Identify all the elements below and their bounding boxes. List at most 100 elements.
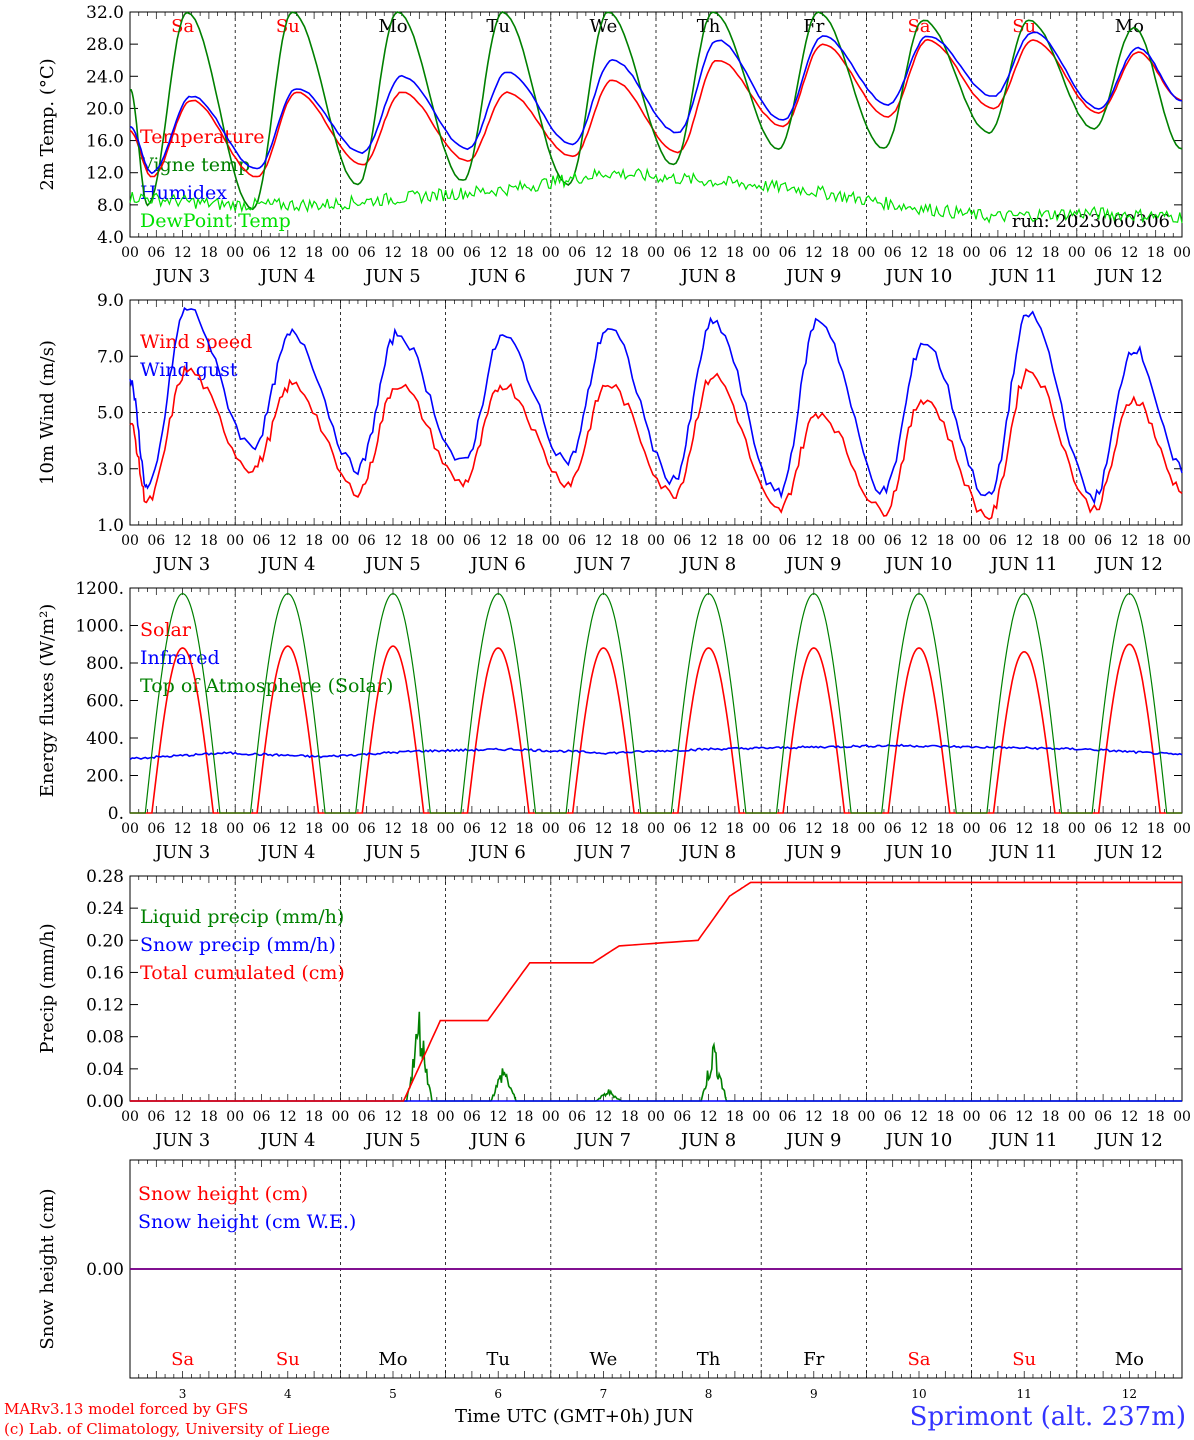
model-credit: MARv3.13 model forced by GFS: [4, 1400, 249, 1418]
hour-tick-label: 18: [831, 1109, 849, 1125]
y-tick-label: 800.: [86, 654, 124, 674]
day-number-label: 9: [810, 1387, 818, 1401]
y-tick-label: 0.28: [86, 867, 124, 887]
hour-tick-label: 12: [279, 533, 297, 549]
hour-tick-label: 12: [594, 1109, 612, 1125]
hour-tick-label: 12: [384, 821, 402, 837]
date-tick-label: JUN 5: [363, 1130, 420, 1151]
hour-tick-label: 18: [1042, 245, 1060, 261]
hour-tick-label: 00: [121, 821, 139, 837]
hour-tick-label: 00: [752, 821, 770, 837]
hour-tick-label: 18: [726, 245, 744, 261]
y-tick-label: 32.0: [86, 3, 124, 23]
legend-vigne-temp: Vigne temp: [139, 154, 250, 176]
hour-tick-label: 18: [1042, 821, 1060, 837]
hour-tick-label: 00: [1068, 533, 1086, 549]
hour-tick-label: 06: [673, 533, 691, 549]
day-name-label: Su: [276, 1349, 300, 1370]
date-tick-label: JUN 12: [1094, 554, 1163, 575]
hour-tick-label: 18: [726, 1109, 744, 1125]
hour-tick-label: 06: [884, 245, 902, 261]
day-number-label: 4: [284, 1387, 292, 1401]
hour-tick-label: 12: [1120, 821, 1138, 837]
y-tick-label: 0.20: [86, 931, 124, 951]
hour-tick-label: 06: [673, 1109, 691, 1125]
y-tick-label: 1200.: [75, 579, 124, 599]
date-tick-label: JUN 5: [363, 554, 420, 575]
hour-tick-label: 18: [726, 821, 744, 837]
hour-tick-label: 12: [805, 533, 823, 549]
hour-tick-label: 18: [305, 245, 323, 261]
hour-tick-label: 12: [1015, 245, 1033, 261]
date-tick-label: JUN 6: [469, 1130, 526, 1151]
hour-tick-label: 12: [700, 821, 718, 837]
legend-wind-speed: Wind speed: [140, 331, 252, 353]
hour-tick-label: 00: [1173, 1109, 1191, 1125]
series-line-dewpoint-temp: [129, 167, 1183, 224]
hour-tick-label: 18: [621, 245, 639, 261]
legend-solar: Solar: [140, 619, 192, 641]
hour-tick-label: 06: [568, 245, 586, 261]
hour-tick-label: 18: [516, 533, 534, 549]
hour-tick-label: 00: [1173, 533, 1191, 549]
day-name-label: Mo: [1115, 1349, 1144, 1370]
date-tick-label: JUN 12: [1094, 1130, 1163, 1151]
hour-tick-label: 12: [594, 245, 612, 261]
y-tick-label: 9.0: [97, 291, 124, 311]
hour-tick-label: 06: [463, 821, 481, 837]
hour-tick-label: 18: [1042, 1109, 1060, 1125]
hour-tick-label: 12: [700, 1109, 718, 1125]
date-tick-label: JUN 9: [784, 554, 841, 575]
hour-tick-label: 06: [1094, 533, 1112, 549]
day-name-label: Fr: [803, 1349, 824, 1370]
hour-tick-label: 12: [174, 1109, 192, 1125]
hour-tick-label: 00: [121, 533, 139, 549]
day-number-label: 5: [389, 1387, 397, 1401]
hour-tick-label: 12: [594, 533, 612, 549]
day-number-label: 11: [1017, 1387, 1032, 1401]
hour-tick-label: 00: [647, 533, 665, 549]
hour-tick-label: 00: [963, 245, 981, 261]
hour-tick-label: 18: [200, 533, 218, 549]
hour-tick-label: 12: [910, 821, 928, 837]
y-tick-label: 400.: [86, 729, 124, 749]
date-tick-label: JUN 11: [989, 266, 1058, 287]
y-tick-label: 0.00: [86, 1092, 124, 1112]
hour-tick-label: 18: [305, 533, 323, 549]
hour-tick-label: 18: [410, 533, 428, 549]
date-tick-label: JUN 11: [989, 1130, 1058, 1151]
hour-tick-label: 00: [437, 1109, 455, 1125]
hour-tick-label: 00: [121, 245, 139, 261]
legend-total-cumulated-cm-: Total cumulated (cm): [140, 962, 345, 984]
panel-3-frame: [129, 587, 1183, 814]
date-tick-label: JUN 9: [784, 266, 841, 287]
legend-top-of-atmosphere-solar-: Top of Atmosphere (Solar): [140, 675, 393, 697]
hour-tick-label: 06: [147, 245, 165, 261]
hour-tick-label: 12: [910, 1109, 928, 1125]
hour-tick-label: 18: [621, 1109, 639, 1125]
y-axis-label: Precip (mm/h): [37, 923, 58, 1053]
hour-tick-label: 18: [1147, 1109, 1165, 1125]
day-name-label: Sa: [171, 16, 194, 37]
hour-tick-label: 18: [516, 245, 534, 261]
hour-tick-label: 06: [358, 533, 376, 549]
hour-tick-label: 18: [200, 1109, 218, 1125]
day-name-label: Su: [1012, 16, 1036, 37]
hour-tick-label: 06: [568, 533, 586, 549]
hour-tick-label: 06: [253, 1109, 271, 1125]
hour-tick-label: 06: [989, 1109, 1007, 1125]
day-name-label: Sa: [171, 1349, 194, 1370]
y-tick-label: 0.24: [86, 899, 124, 919]
y-axis-label: Energy fluxes (W/m²): [37, 604, 58, 798]
date-tick-label: JUN 6: [469, 266, 526, 287]
legend-dewpoint-temp: DewPoint Temp: [140, 210, 291, 232]
hour-tick-label: 00: [963, 533, 981, 549]
hour-tick-label: 12: [1015, 533, 1033, 549]
hour-tick-label: 12: [489, 821, 507, 837]
hour-tick-label: 12: [1120, 245, 1138, 261]
hour-tick-label: 00: [647, 1109, 665, 1125]
date-tick-label: JUN 4: [258, 554, 315, 575]
hour-tick-label: 12: [384, 533, 402, 549]
hour-tick-label: 06: [1094, 821, 1112, 837]
date-tick-label: JUN 10: [884, 554, 953, 575]
